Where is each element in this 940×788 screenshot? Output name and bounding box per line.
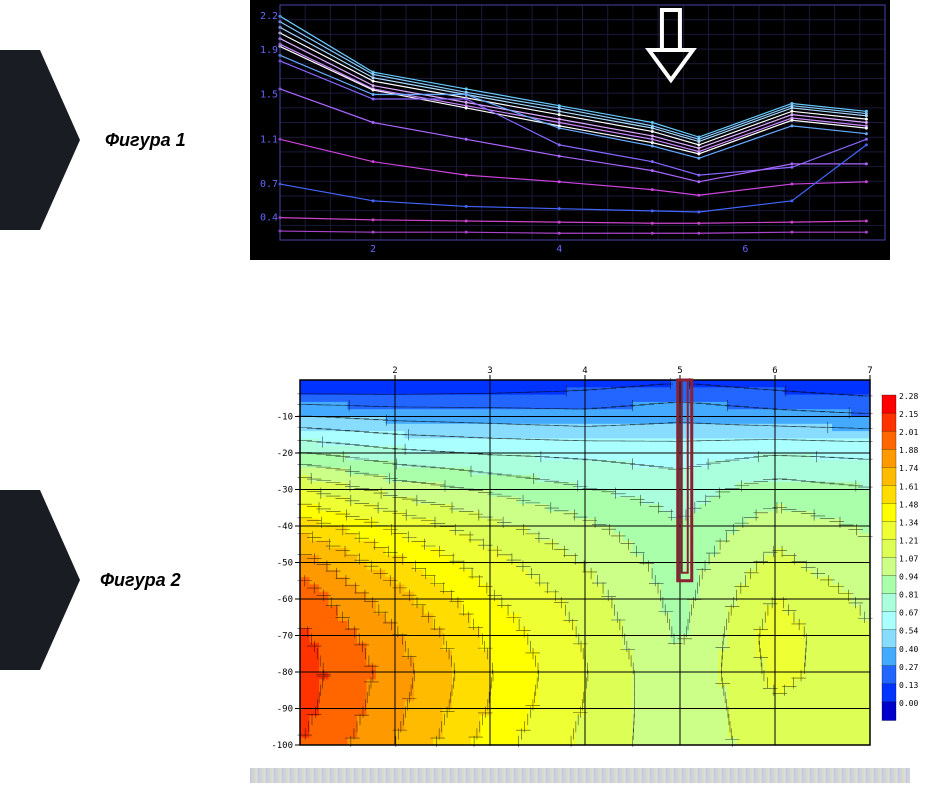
svg-text:0.00: 0.00 — [899, 699, 918, 708]
svg-text:1.74: 1.74 — [899, 464, 918, 473]
svg-text:0.7: 0.7 — [260, 179, 278, 190]
svg-text:1.48: 1.48 — [899, 500, 918, 509]
pentagon-marker-2 — [0, 490, 80, 670]
noise-strip — [250, 768, 910, 783]
svg-text:2.15: 2.15 — [899, 410, 918, 419]
svg-text:1.9: 1.9 — [260, 45, 278, 56]
svg-text:-40: -40 — [277, 522, 293, 532]
svg-text:-70: -70 — [277, 632, 293, 642]
svg-text:-10: -10 — [277, 413, 293, 423]
svg-text:6: 6 — [742, 244, 748, 255]
figure2-label: Фигура 2 — [100, 570, 181, 591]
svg-text:3: 3 — [487, 366, 492, 376]
svg-text:0.94: 0.94 — [899, 573, 918, 582]
svg-text:-30: -30 — [277, 486, 293, 496]
svg-text:2: 2 — [392, 366, 397, 376]
svg-text:-100: -100 — [271, 741, 293, 751]
pentagon-marker-1 — [0, 50, 80, 230]
svg-text:-60: -60 — [277, 595, 293, 605]
svg-text:-50: -50 — [277, 559, 293, 569]
svg-text:-20: -20 — [277, 449, 293, 459]
svg-text:2.2: 2.2 — [260, 11, 278, 22]
svg-text:0.13: 0.13 — [899, 681, 918, 690]
svg-text:0.4: 0.4 — [260, 213, 278, 224]
svg-text:0.67: 0.67 — [899, 609, 918, 618]
svg-text:6: 6 — [772, 366, 777, 376]
figure1-label: Фигура 1 — [105, 130, 186, 151]
svg-text:1.07: 1.07 — [899, 555, 918, 564]
svg-text:2: 2 — [370, 244, 376, 255]
figure2-chart: 2 3 4 5 6 7 -10 -20 -30 -40 -50 -60 -70 -80 -90 -100 2.… — [250, 360, 930, 760]
svg-text:0.54: 0.54 — [899, 627, 918, 636]
svg-text:0.40: 0.40 — [899, 645, 918, 654]
svg-text:2.28: 2.28 — [899, 392, 918, 401]
svg-text:2.01: 2.01 — [899, 428, 918, 437]
svg-text:4: 4 — [556, 244, 562, 255]
svg-text:0.27: 0.27 — [899, 663, 918, 672]
svg-text:4: 4 — [582, 366, 587, 376]
svg-text:1.61: 1.61 — [899, 482, 918, 491]
svg-text:5: 5 — [677, 366, 682, 376]
svg-text:0.81: 0.81 — [899, 591, 918, 600]
svg-text:1.34: 1.34 — [899, 518, 918, 527]
svg-text:1.88: 1.88 — [899, 446, 918, 455]
svg-text:1.5: 1.5 — [260, 90, 278, 101]
figure1-chart: 0.4 0.7 1.1 1.5 1.9 2.2 2 4 6 — [250, 0, 890, 260]
svg-text:-90: -90 — [277, 705, 293, 715]
svg-text:-80: -80 — [277, 668, 293, 678]
svg-text:1.1: 1.1 — [260, 134, 278, 145]
svg-text:7: 7 — [867, 366, 872, 376]
svg-text:1.21: 1.21 — [899, 536, 918, 545]
